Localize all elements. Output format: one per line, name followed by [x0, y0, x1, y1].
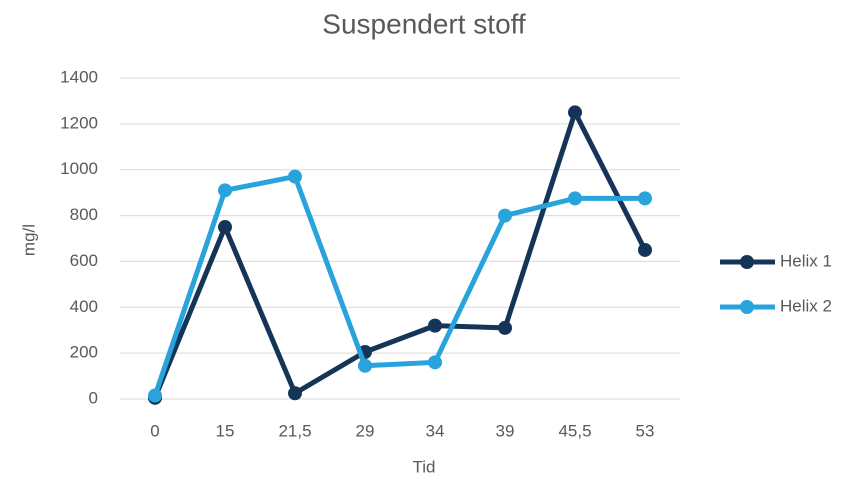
y-tick-label: 1000	[60, 159, 98, 178]
data-point	[148, 388, 162, 403]
data-point	[498, 208, 512, 223]
x-tick-label: 0	[150, 421, 159, 440]
data-point	[638, 242, 652, 257]
legend-label: Helix 2	[780, 296, 832, 315]
data-point	[288, 386, 302, 401]
data-point	[428, 318, 442, 333]
x-tick-label: 29	[356, 421, 375, 440]
y-tick-label: 200	[70, 343, 98, 362]
data-point	[288, 169, 302, 184]
y-axis-label: mg/l	[19, 224, 38, 256]
data-point	[218, 183, 232, 198]
data-point	[568, 191, 582, 206]
legend-marker	[740, 300, 754, 314]
x-axis-label: Tid	[413, 457, 436, 476]
data-point	[568, 105, 582, 120]
x-tick-label: 21,5	[278, 421, 311, 440]
x-tick-label: 34	[426, 421, 445, 440]
x-tick-label: 45,5	[558, 421, 591, 440]
legend-marker	[740, 255, 754, 269]
data-point	[498, 320, 512, 335]
series-line	[152, 109, 648, 399]
y-tick-label: 400	[70, 297, 98, 316]
series-line	[152, 174, 645, 397]
legend-label: Helix 1	[780, 251, 832, 270]
chart-title: Suspendert stoff	[322, 8, 526, 39]
x-tick-label: 39	[496, 421, 515, 440]
x-tick-label: 53	[636, 421, 655, 440]
data-point	[218, 220, 232, 235]
y-tick-label: 0	[89, 388, 98, 407]
y-tick-label: 600	[70, 251, 98, 270]
y-tick-label: 1400	[60, 67, 98, 86]
data-point	[428, 355, 442, 370]
data-point	[358, 358, 372, 373]
y-tick-label: 1200	[60, 113, 98, 132]
x-tick-label: 15	[216, 421, 235, 440]
data-point	[638, 191, 652, 206]
y-tick-label: 800	[70, 205, 98, 224]
